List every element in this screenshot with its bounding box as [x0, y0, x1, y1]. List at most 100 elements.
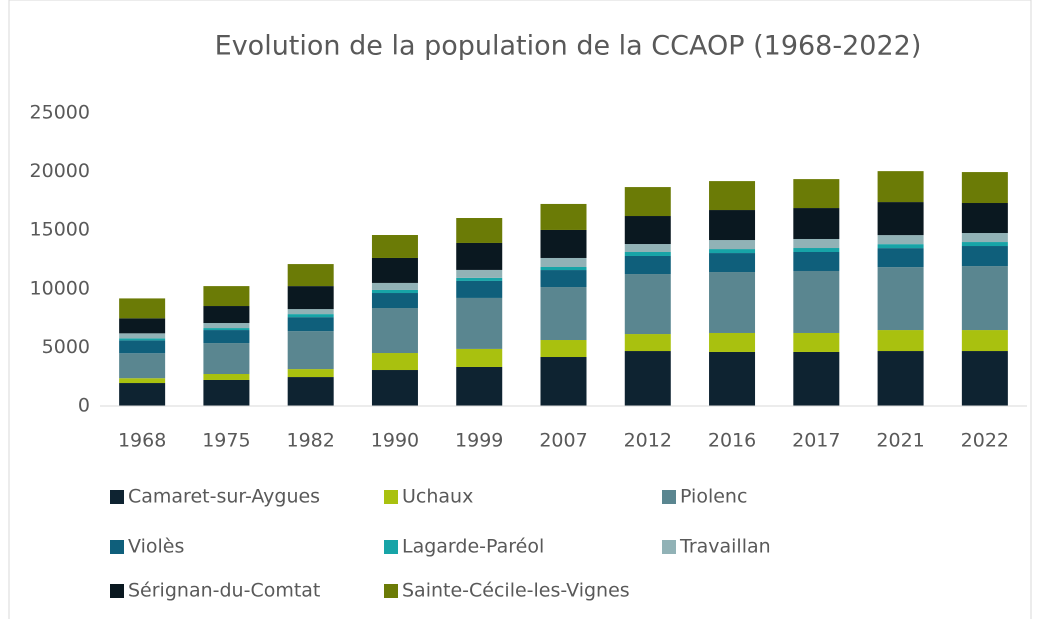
x-tick-label: 1990 [371, 430, 419, 452]
bar-segment [119, 338, 166, 341]
bar-segment [624, 216, 671, 245]
bar-segment [456, 277, 503, 281]
bar-segment [961, 266, 1008, 331]
bar-segment [119, 378, 166, 384]
bar-segment [540, 340, 587, 358]
bar-segment [287, 314, 334, 318]
bar-segment [624, 251, 671, 256]
legend-swatch [662, 490, 676, 504]
bar-segment [456, 366, 503, 406]
x-tick-label: 2016 [708, 430, 756, 452]
bar-segment [371, 289, 418, 294]
bar-segment [540, 229, 587, 258]
bar-segment [709, 181, 756, 211]
bar-segment [961, 233, 1008, 243]
x-tick-label: 1968 [118, 430, 166, 452]
x-tick-label: 1982 [287, 430, 335, 452]
legend-swatch [110, 490, 124, 504]
bar-segment [287, 369, 334, 378]
y-tick-label: 5000 [42, 336, 90, 358]
bar-segment [371, 257, 418, 283]
legend-label: Lagarde-Paréol [402, 536, 544, 558]
bar-segment [961, 330, 1008, 352]
bar-segment [877, 248, 924, 268]
bar-segment [793, 351, 840, 406]
bar-segment [456, 269, 503, 278]
bar-segment [203, 286, 250, 307]
bar-segment [119, 353, 166, 379]
legend-label: Violès [128, 536, 184, 558]
bar-segment [456, 348, 503, 367]
bar-segment [540, 203, 587, 230]
bar-segment [371, 293, 418, 309]
legend-swatch [384, 584, 398, 598]
bar-segment [287, 377, 334, 406]
bar-segment [709, 332, 756, 352]
x-tick-label: 1975 [202, 430, 250, 452]
bar-segment [961, 172, 1008, 204]
bar-segment [203, 328, 250, 331]
bar-segment [203, 323, 250, 329]
chart-title: Evolution de la population de la CCAOP (… [215, 31, 922, 62]
legend-label: Travaillan [679, 536, 771, 558]
bar-segment [371, 308, 418, 354]
bar-segment [877, 202, 924, 236]
bar-segment [709, 351, 756, 406]
bar-segment [203, 379, 250, 406]
y-tick-label: 0 [78, 395, 90, 417]
legend-label: Sainte-Cécile-les-Vignes [402, 580, 630, 602]
bar-segment [203, 306, 250, 324]
legend-swatch [110, 540, 124, 554]
bar-segment [371, 370, 418, 406]
bar-segment [793, 248, 840, 252]
y-tick-label: 10000 [30, 277, 90, 299]
legend-label: Sérignan-du-Comtat [128, 580, 320, 602]
x-tick-label: 2007 [539, 430, 587, 452]
bar-segment [709, 210, 756, 241]
bar-segment [119, 340, 166, 354]
bar-segment [793, 270, 840, 333]
bar-segment [793, 208, 840, 239]
x-tick-label: 2012 [624, 430, 672, 452]
bar-segment [540, 270, 587, 288]
bar-segment [287, 309, 334, 315]
bar-segment [624, 187, 671, 217]
bar-segment [540, 357, 587, 406]
legend-swatch [384, 540, 398, 554]
bar-segment [287, 286, 334, 310]
bar-segment [456, 218, 503, 243]
y-tick-label: 25000 [30, 102, 90, 124]
bar-segment [624, 244, 671, 252]
bar-segment [961, 246, 1008, 267]
legend-label: Camaret-sur-Aygues [128, 486, 320, 508]
bar-segment [877, 267, 924, 331]
bar-segment [456, 242, 503, 270]
bar-segment [793, 251, 840, 271]
bar-segment [540, 257, 587, 268]
bar-segment [877, 330, 924, 352]
bar-segment [540, 287, 587, 341]
bar-segment [709, 253, 756, 273]
bar-segment [624, 274, 671, 335]
bar-segment [961, 242, 1008, 247]
bar-segment [793, 238, 840, 249]
bar-segment [456, 297, 503, 349]
bar-segment [877, 351, 924, 406]
bar-segment [709, 249, 756, 254]
bar-segment [119, 333, 166, 339]
bar-segment [203, 330, 250, 344]
bar-segment [371, 353, 418, 371]
bar-segment [371, 235, 418, 258]
legend-label: Piolenc [680, 486, 747, 508]
bar-segment [203, 374, 250, 380]
bar-segment [624, 255, 671, 275]
bar-segment [203, 343, 250, 375]
legend-swatch [110, 584, 124, 598]
bar-segment [624, 351, 671, 406]
bar-segment [877, 235, 924, 245]
bar-segment [624, 334, 671, 352]
x-tick-label: 2017 [792, 430, 840, 452]
legend-label: Uchaux [402, 486, 473, 508]
bar-segment [456, 280, 503, 298]
